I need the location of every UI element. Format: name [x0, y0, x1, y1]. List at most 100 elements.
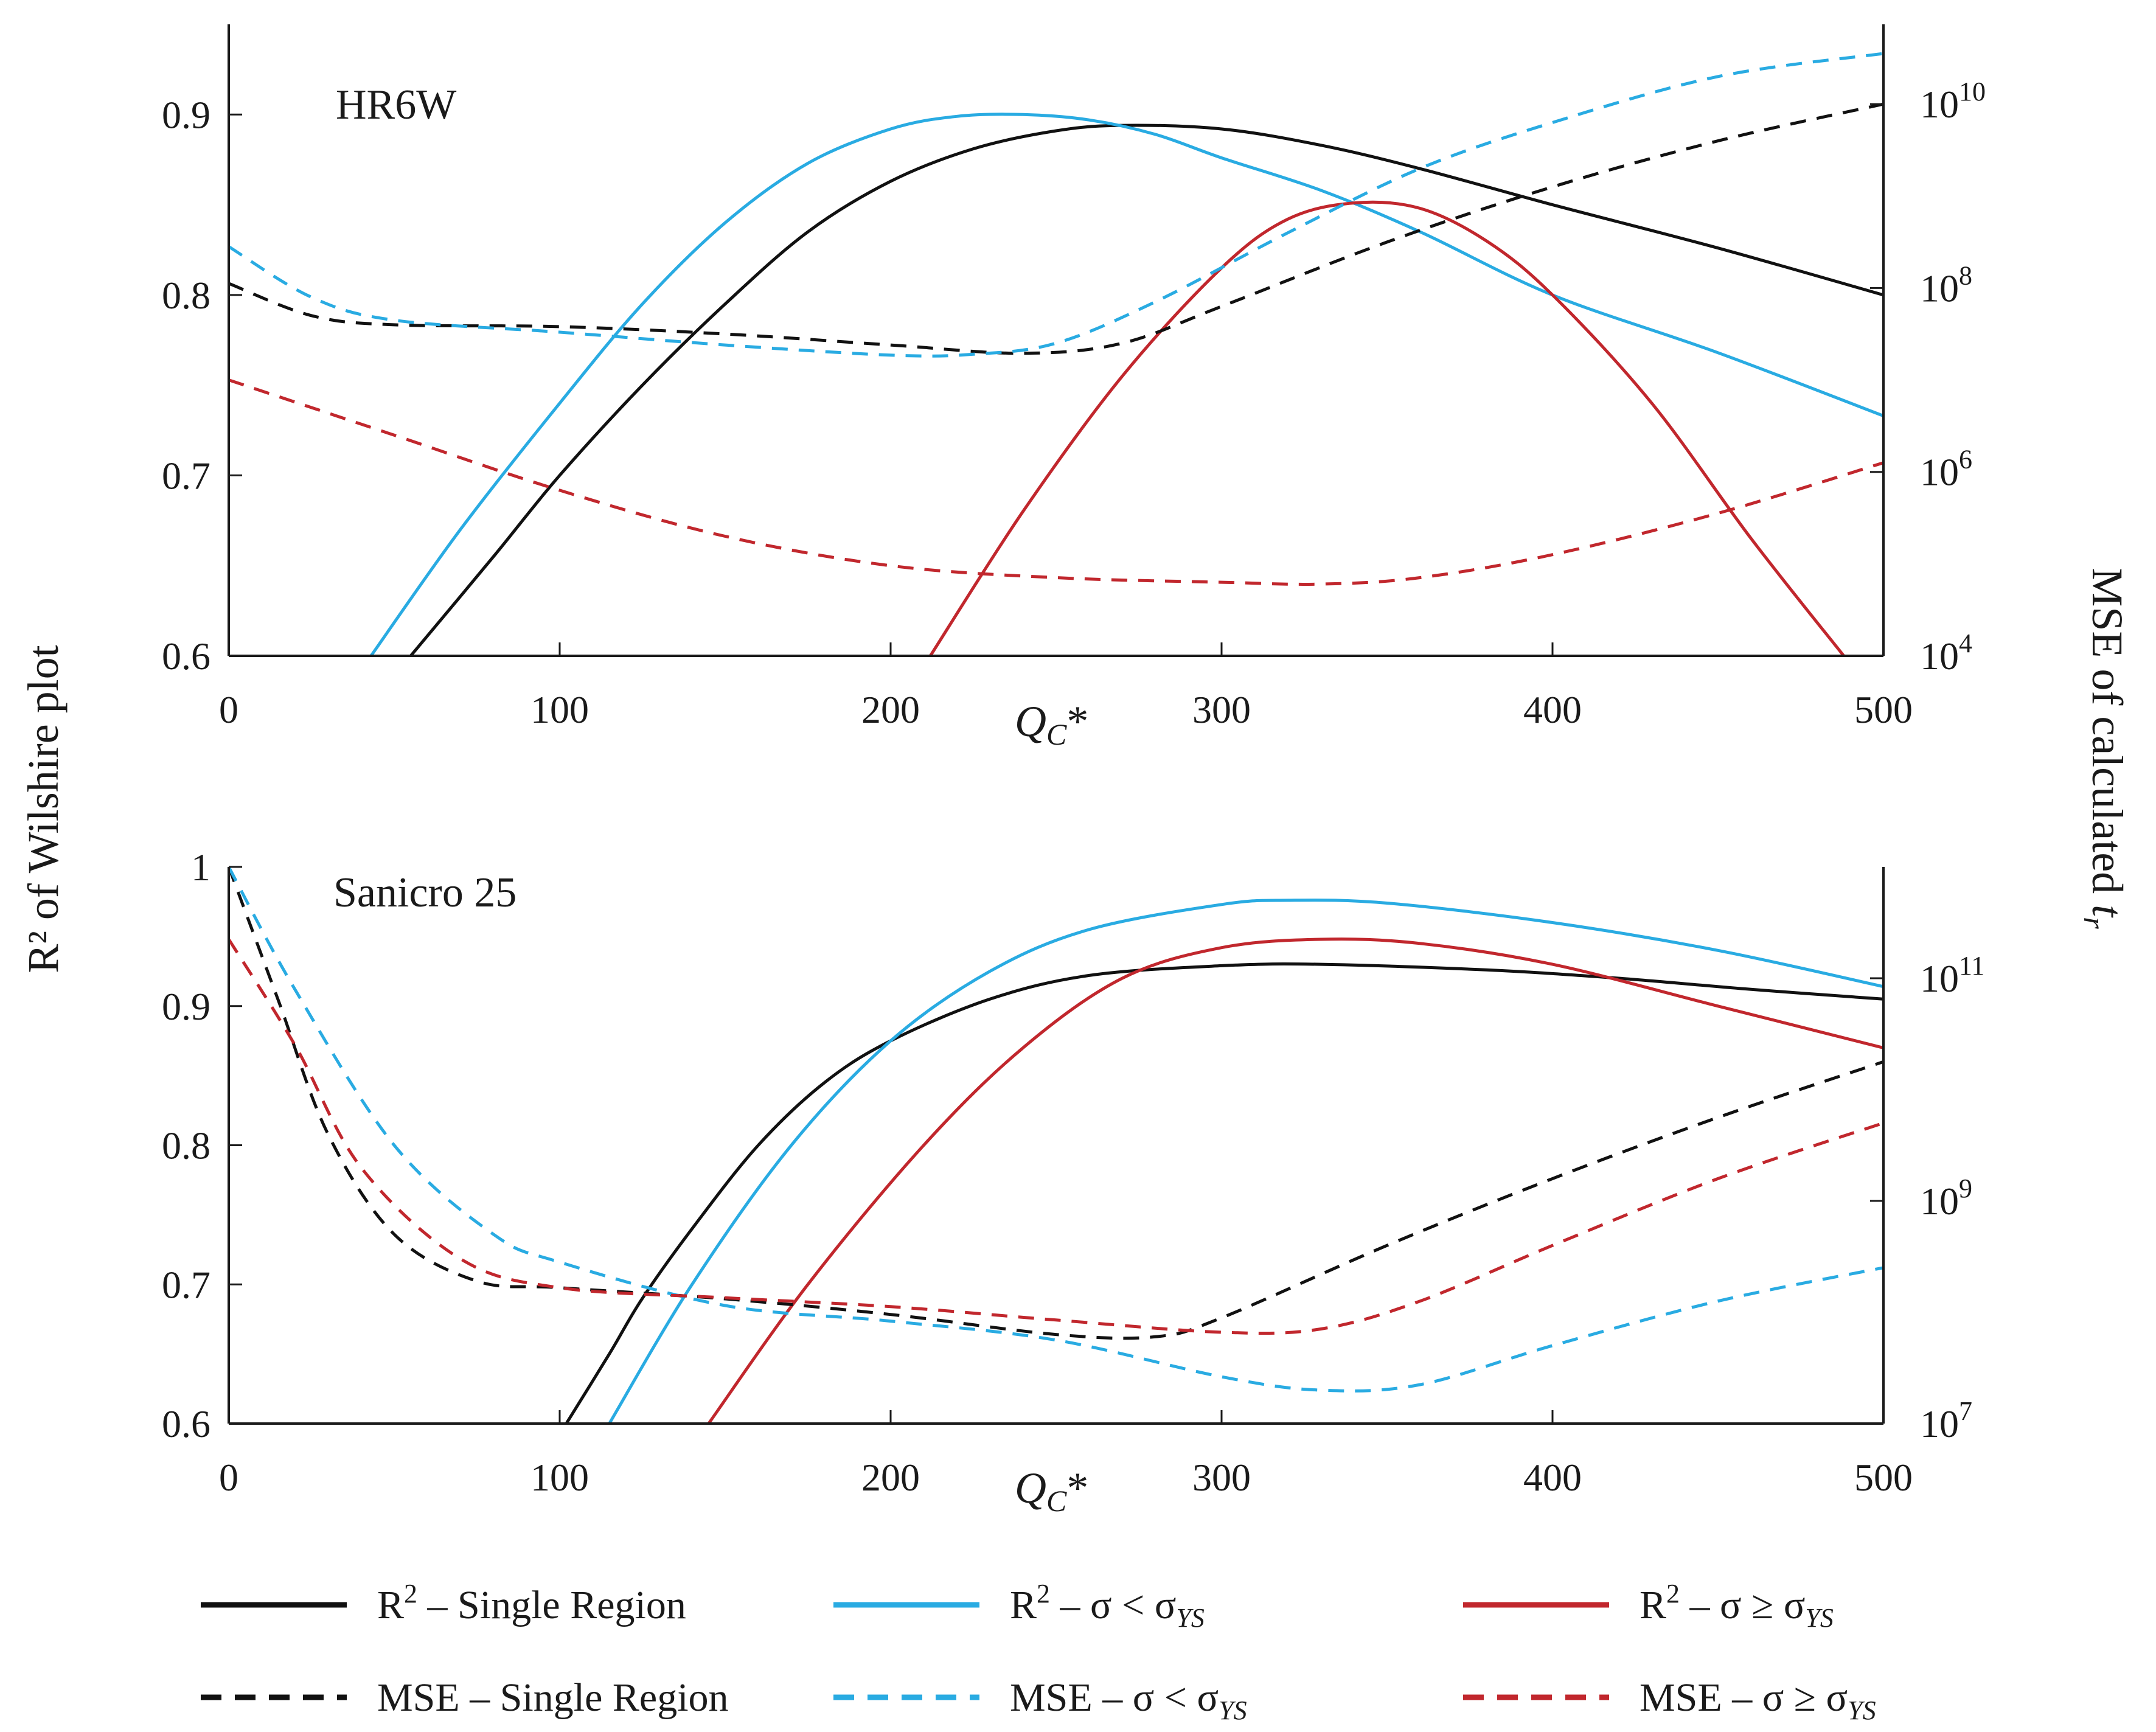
- panel-sanicro-25-axes: [228, 867, 1885, 1425]
- sanicro-25-left-y-tick-label: 0.9: [162, 985, 210, 1028]
- legend-label-subscript: YS: [1219, 1695, 1247, 1725]
- legend-item-mse-below: MSE – σ < σYS: [833, 1675, 1247, 1725]
- legend-item-mse-single: MSE – Single Region: [201, 1675, 729, 1720]
- sanicro-25-x-tick-label: 0: [219, 1456, 238, 1499]
- sanicro-25-right-y-tick-label: 107: [1920, 1396, 1972, 1445]
- hr6w-series-mse-single: [229, 102, 1883, 355]
- left-y-axis-title: R² of Wilshire plot: [19, 645, 68, 973]
- legend-label: R2 – Single Region: [377, 1579, 686, 1627]
- hr6w-series-r2-above: [929, 200, 1845, 656]
- legend-label-subscript: YS: [1848, 1695, 1876, 1725]
- legend-label-subscript: YS: [1176, 1603, 1204, 1633]
- tick-base: 10: [1920, 451, 1959, 494]
- tick-base: 10: [1920, 635, 1959, 678]
- panel-hr6w-title: HR6W: [336, 82, 456, 128]
- tick-base: 10: [1920, 1180, 1959, 1223]
- legend-label-text: MSE – Single Region: [377, 1675, 729, 1720]
- legend-label-text: R: [1010, 1583, 1037, 1627]
- x-label-sub: C: [1046, 717, 1067, 751]
- legend-label: MSE – Single Region: [377, 1675, 729, 1720]
- hr6w-left-y-tick-label: 0.7: [162, 454, 210, 497]
- hr6w-x-tick-label: 500: [1854, 688, 1913, 731]
- tick-exponent: 6: [1959, 445, 1972, 475]
- sanicro-25-series-r2-single: [565, 962, 1883, 1424]
- hr6w-left-y-tick-label: 0.9: [162, 93, 210, 136]
- sanicro-25-left-y-tick-label: 0.6: [162, 1402, 210, 1445]
- left-y-axis-title-text: R² of Wilshire plot: [19, 645, 68, 973]
- tick-exponent: 8: [1959, 260, 1972, 290]
- legend-label-text: R: [1640, 1583, 1666, 1627]
- right-y-axis-title-sub: r: [2078, 917, 2112, 929]
- sanicro-25-series-mse-above: [229, 938, 1883, 1335]
- panel-sanicro-25-x-axis-title: QC*: [1015, 1464, 1088, 1518]
- tick-base: 10: [1920, 957, 1959, 1000]
- hr6w-series-r2-single: [409, 123, 1883, 656]
- panel-hr6w-series: [229, 52, 1883, 656]
- tick-base: 10: [1920, 83, 1959, 126]
- legend: R2 – Single Region R2 – σ < σYS R2 – σ ≥ σ…: [201, 1579, 1876, 1725]
- sanicro-25-left-y-tick-label: 0.8: [162, 1124, 210, 1167]
- hr6w-x-tick-label: 300: [1192, 688, 1251, 731]
- tick-base: 10: [1920, 266, 1959, 310]
- hr6w-right-y-tick-label: 104: [1920, 628, 1972, 678]
- panel-sanicro-25: 0 100 200 300 400 5000.60.70.80.911071091011 …: [162, 846, 1984, 1518]
- x-label-sub: C: [1046, 1484, 1067, 1518]
- hr6w-x-tick-label: 400: [1523, 688, 1582, 731]
- legend-label-text: – Single Region: [417, 1583, 686, 1627]
- legend-label-subscript: YS: [1805, 1603, 1833, 1633]
- x-label-main: Q: [1015, 697, 1046, 746]
- legend-label-superscript: 2: [404, 1579, 417, 1609]
- legend-label: R2 – σ < σYS: [1010, 1579, 1205, 1633]
- legend-item-r2-single: R2 – Single Region: [201, 1579, 686, 1627]
- hr6w-x-tick-label: 200: [861, 688, 920, 731]
- hr6w-series-mse-above: [229, 378, 1883, 586]
- tick-exponent: 10: [1959, 77, 1986, 106]
- hr6w-x-tick-label: 100: [530, 688, 589, 731]
- legend-label: MSE – σ ≥ σYS: [1640, 1675, 1876, 1725]
- legend-label: R2 – σ ≥ σYS: [1640, 1579, 1834, 1633]
- legend-item-r2-below: R2 – σ < σYS: [833, 1579, 1205, 1633]
- x-label-main: Q: [1015, 1464, 1046, 1512]
- panel-hr6w-axes: [228, 24, 1885, 657]
- hr6w-right-y-tick-label: 108: [1920, 260, 1972, 310]
- legend-label: MSE – σ < σYS: [1010, 1675, 1247, 1725]
- sanicro-25-x-tick-label: 500: [1854, 1456, 1913, 1499]
- sanicro-25-right-y-tick-label: 1011: [1920, 951, 1984, 1000]
- tick-exponent: 11: [1959, 951, 1984, 981]
- hr6w-left-y-tick-label: 0.8: [162, 274, 210, 317]
- panel-hr6w-x-axis-title: QC*: [1015, 697, 1088, 751]
- legend-label-text: – σ < σ: [1050, 1583, 1176, 1627]
- sanicro-25-series-r2-above: [707, 937, 1883, 1424]
- tick-base: 10: [1920, 1402, 1959, 1445]
- panel-sanicro-25-series: [229, 866, 1883, 1424]
- sanicro-25-right-y-tick-label: 109: [1920, 1174, 1972, 1223]
- tick-exponent: 4: [1959, 628, 1972, 658]
- legend-item-r2-above: R2 – σ ≥ σYS: [1463, 1579, 1834, 1633]
- hr6w-left-y-tick-label: 0.6: [162, 635, 210, 678]
- sanicro-25-series-mse-below: [229, 866, 1883, 1393]
- right-y-axis-title-var: t: [2083, 905, 2132, 918]
- sanicro-25-x-tick-label: 400: [1523, 1456, 1582, 1499]
- sanicro-25-x-tick-label: 200: [861, 1456, 920, 1499]
- sanicro-25-x-tick-label: 300: [1192, 1456, 1251, 1499]
- sanicro-25-series-mse-single: [229, 866, 1883, 1340]
- legend-label-text: MSE – σ ≥ σ: [1640, 1675, 1848, 1720]
- right-y-axis-title: MSE of calculated tr: [2078, 568, 2132, 929]
- legend-label-text: R: [377, 1583, 404, 1627]
- x-label-suffix: *: [1066, 697, 1088, 746]
- panel-hr6w: 0 100 200 300 400 5000.60.70.80.9104106108101…: [162, 24, 1986, 751]
- panel-hr6w-ticks: 0 100 200 300 400 5000.60.70.80.9104106108101…: [162, 77, 1986, 731]
- sanicro-25-left-y-tick-label: 1: [191, 846, 210, 889]
- legend-label-text: – σ ≥ σ: [1680, 1583, 1805, 1627]
- hr6w-right-y-tick-label: 106: [1920, 445, 1972, 494]
- legend-label-superscript: 2: [1037, 1579, 1050, 1609]
- tick-exponent: 7: [1959, 1396, 1972, 1426]
- legend-item-mse-above: MSE – σ ≥ σYS: [1463, 1675, 1876, 1725]
- hr6w-series-r2-below: [369, 113, 1883, 656]
- hr6w-x-tick-label: 0: [219, 688, 238, 731]
- x-label-suffix: *: [1066, 1464, 1088, 1512]
- tick-exponent: 9: [1959, 1174, 1972, 1203]
- right-y-axis-title-prefix: MSE of calculated: [2083, 568, 2132, 905]
